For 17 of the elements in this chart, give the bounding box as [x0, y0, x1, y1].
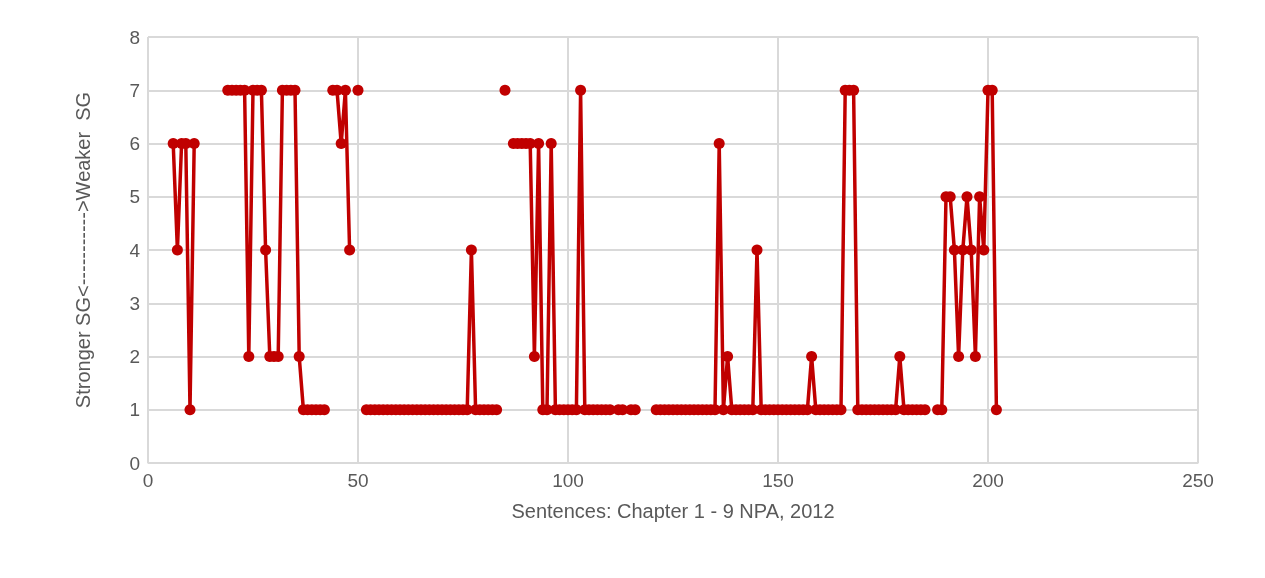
x-tick-label: 200: [972, 470, 1004, 491]
y-tick-label: 4: [129, 239, 141, 261]
y-tick-label: 3: [129, 292, 140, 314]
x-tick-label: 0: [142, 470, 154, 491]
y-tick-label: 6: [129, 133, 140, 154]
y-tick-label: 0: [129, 452, 140, 474]
y-tick-label: 1: [129, 399, 140, 421]
y-tick-label: 7: [129, 79, 140, 101]
x-tick-label: 50: [347, 470, 369, 491]
y-tick-label: 8: [129, 26, 140, 48]
x-axis-title: Sentences: Chapter 1 - 9 NPA, 2012: [511, 500, 835, 522]
x-tick-label: 100: [552, 470, 584, 491]
y-axis-title: Stronger SG<----------->Weaker SG: [72, 91, 94, 409]
y-tick-label: 2: [129, 346, 140, 367]
x-tick-label: 250: [1182, 470, 1214, 491]
x-tick-label: 150: [762, 470, 794, 491]
y-tick-label: 5: [129, 186, 140, 208]
